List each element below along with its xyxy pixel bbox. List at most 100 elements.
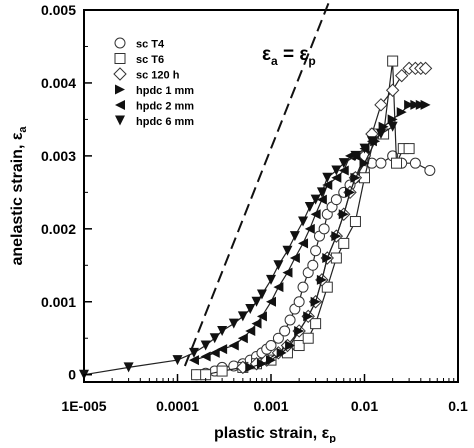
series-line xyxy=(83,126,393,376)
legend-marker xyxy=(115,100,125,110)
data-point xyxy=(321,281,333,293)
data-point xyxy=(366,136,377,147)
data-point xyxy=(293,296,305,308)
legend-marker xyxy=(115,115,125,126)
data-point xyxy=(266,355,276,366)
data-point xyxy=(310,245,322,257)
data-point xyxy=(200,340,211,351)
data-point xyxy=(395,68,409,83)
data-point xyxy=(359,158,370,169)
data-point xyxy=(276,347,287,358)
legend-label: hpdc 6 mm xyxy=(136,116,194,128)
data-point xyxy=(310,209,321,220)
data-point xyxy=(251,318,262,329)
data-point xyxy=(387,55,399,67)
data-point xyxy=(316,274,327,285)
data-point xyxy=(245,362,256,373)
data-point xyxy=(322,180,333,191)
data-point xyxy=(338,209,349,220)
equation-annotation: εa = εp xyxy=(262,44,316,68)
x-tick-label: 0.01 xyxy=(351,398,378,414)
data-point xyxy=(298,216,309,227)
data-point xyxy=(310,318,322,330)
data-point xyxy=(285,340,296,351)
data-point xyxy=(209,333,220,344)
data-point xyxy=(322,253,333,263)
data-point xyxy=(322,172,333,183)
data-point xyxy=(338,158,349,169)
y-tick-label: 0.005 xyxy=(41,2,76,18)
data-point xyxy=(331,231,342,242)
data-point xyxy=(273,282,284,293)
data-point xyxy=(304,223,315,234)
data-point xyxy=(172,355,183,366)
data-point xyxy=(310,194,321,205)
x-axis-label: plastic strain, εp xyxy=(214,425,336,443)
data-point xyxy=(404,99,415,110)
data-point xyxy=(338,165,349,176)
legend-marker xyxy=(114,37,126,49)
data-point xyxy=(345,187,356,198)
x-tick-label: 0.001 xyxy=(253,398,288,414)
data-point xyxy=(316,194,327,205)
data-point xyxy=(237,333,248,344)
data-point xyxy=(330,194,342,206)
data-point xyxy=(298,238,309,249)
data-point xyxy=(410,99,421,110)
data-point xyxy=(228,318,239,329)
data-point xyxy=(396,107,407,118)
data-point xyxy=(266,274,276,285)
data-point xyxy=(409,157,421,169)
data-point xyxy=(374,98,388,112)
data-point xyxy=(331,165,342,176)
data-point xyxy=(282,267,293,278)
data-point xyxy=(217,325,228,336)
data-point xyxy=(266,296,276,307)
legend-marker xyxy=(113,67,127,81)
y-tick-label: 0.003 xyxy=(41,148,76,164)
equation-eps-a: ε xyxy=(262,44,271,65)
data-point xyxy=(391,157,403,169)
series-diamond xyxy=(236,61,433,375)
data-point xyxy=(385,83,400,97)
equation-eq: = ε xyxy=(278,44,309,65)
equation-sub-p: p xyxy=(308,54,315,68)
data-point xyxy=(302,332,314,344)
data-point xyxy=(303,311,314,322)
data-point xyxy=(209,347,220,358)
legend-label: sc T6 xyxy=(136,54,164,66)
data-point xyxy=(304,201,315,212)
data-point xyxy=(387,121,398,132)
data-point xyxy=(289,231,300,242)
data-point xyxy=(282,245,293,256)
legend-label: hpdc 1 mm xyxy=(136,85,194,97)
x-tick-label: 1E-005 xyxy=(61,398,106,414)
data-point xyxy=(245,304,256,315)
legend-marker xyxy=(114,53,126,64)
series-circle xyxy=(191,150,436,381)
y-tick-label: 0.004 xyxy=(41,75,76,91)
data-point xyxy=(200,351,211,362)
data-point xyxy=(424,164,436,176)
data-point xyxy=(251,296,262,307)
legend-label: sc T4 xyxy=(136,39,165,51)
data-point xyxy=(418,61,433,76)
data-point xyxy=(284,314,296,326)
data-point xyxy=(279,325,291,337)
y-tick-label: 0 xyxy=(68,367,76,383)
series-triangle-right xyxy=(245,99,431,373)
data-point xyxy=(349,216,361,228)
data-point xyxy=(273,260,284,271)
data-point xyxy=(289,253,300,263)
data-point xyxy=(297,281,309,293)
data-point xyxy=(191,369,203,381)
data-point xyxy=(265,340,277,352)
data-point xyxy=(256,358,267,369)
data-point xyxy=(350,172,361,183)
series-triangle-down xyxy=(79,121,398,380)
data-point xyxy=(272,332,284,344)
data-point xyxy=(403,143,415,155)
data-point xyxy=(237,311,248,322)
